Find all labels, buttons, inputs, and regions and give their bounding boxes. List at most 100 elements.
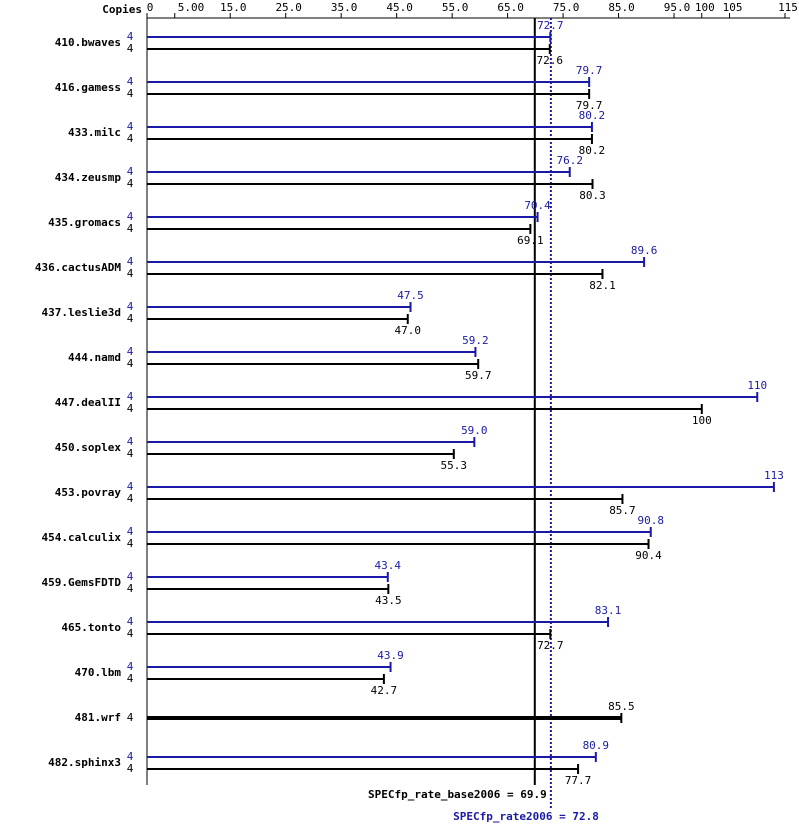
value-label: 89.6 bbox=[631, 244, 658, 257]
category-label: 470.lbm bbox=[75, 666, 122, 679]
value-label: 85.7 bbox=[609, 504, 636, 517]
copies-label: 4 bbox=[127, 537, 134, 550]
category-label: 410.bwaves bbox=[55, 36, 121, 49]
value-label: 70.4 bbox=[524, 199, 551, 212]
value-label: 80.2 bbox=[579, 144, 606, 157]
copies-label: 4 bbox=[127, 177, 134, 190]
x-tick-label: 85.0 bbox=[608, 1, 635, 14]
copies-label: 4 bbox=[127, 357, 134, 370]
category-label: 437.leslie3d bbox=[42, 306, 121, 319]
copies-label: 4 bbox=[127, 390, 134, 403]
value-label: 47.0 bbox=[394, 324, 421, 337]
value-label: 59.2 bbox=[462, 334, 489, 347]
copies-label: 4 bbox=[127, 30, 134, 43]
category-label: 454.calculix bbox=[42, 531, 122, 544]
copies-label: 4 bbox=[127, 711, 134, 724]
copies-label: 4 bbox=[127, 672, 134, 685]
copies-label: 4 bbox=[127, 345, 134, 358]
copies-label: 4 bbox=[127, 480, 134, 493]
x-tick-label: 95.0 bbox=[664, 1, 691, 14]
copies-label: 4 bbox=[127, 402, 134, 415]
copies-label: 4 bbox=[127, 570, 134, 583]
value-label: 72.6 bbox=[537, 54, 564, 67]
value-label: 79.7 bbox=[576, 99, 603, 112]
value-label: 85.5 bbox=[608, 700, 635, 713]
copies-header: Copies bbox=[102, 3, 142, 16]
x-tick-label: 105 bbox=[723, 1, 743, 14]
value-label: 76.2 bbox=[556, 154, 583, 167]
value-label: 110 bbox=[747, 379, 767, 392]
value-label: 113 bbox=[764, 469, 784, 482]
value-label: 82.1 bbox=[589, 279, 616, 292]
copies-label: 4 bbox=[127, 627, 134, 640]
value-label: 77.7 bbox=[565, 774, 592, 787]
x-tick-label: 75.0 bbox=[553, 1, 580, 14]
copies-label: 4 bbox=[127, 120, 134, 133]
category-label: 465.tonto bbox=[61, 621, 121, 634]
x-tick-label: 25.0 bbox=[275, 1, 302, 14]
x-tick-label: 45.0 bbox=[386, 1, 413, 14]
reference-label: SPECfp_rate_base2006 = 69.9 bbox=[368, 788, 547, 801]
value-label: 80.9 bbox=[583, 739, 610, 752]
value-label: 43.9 bbox=[377, 649, 404, 662]
value-label: 47.5 bbox=[397, 289, 424, 302]
x-tick-label: 65.0 bbox=[497, 1, 524, 14]
copies-label: 4 bbox=[127, 660, 134, 673]
x-tick-label: 35.0 bbox=[331, 1, 358, 14]
copies-label: 4 bbox=[127, 762, 134, 775]
x-tick-label: 0 bbox=[147, 1, 154, 14]
copies-label: 4 bbox=[127, 447, 134, 460]
copies-label: 4 bbox=[127, 210, 134, 223]
copies-label: 4 bbox=[127, 42, 134, 55]
x-tick-label: 15.0 bbox=[220, 1, 247, 14]
category-label: 453.povray bbox=[55, 486, 122, 499]
copies-label: 4 bbox=[127, 312, 134, 325]
copies-label: 4 bbox=[127, 255, 134, 268]
category-label: 482.sphinx3 bbox=[48, 756, 121, 769]
x-tick-label: 5.00 bbox=[178, 1, 205, 14]
copies-label: 4 bbox=[127, 267, 134, 280]
value-label: 90.4 bbox=[635, 549, 662, 562]
value-label: 69.1 bbox=[517, 234, 544, 247]
copies-label: 4 bbox=[127, 615, 134, 628]
copies-label: 4 bbox=[127, 165, 134, 178]
value-label: 43.5 bbox=[375, 594, 402, 607]
value-label: 90.8 bbox=[637, 514, 664, 527]
x-tick-label: 100 bbox=[695, 1, 715, 14]
copies-label: 4 bbox=[127, 75, 134, 88]
copies-label: 4 bbox=[127, 222, 134, 235]
category-label: 444.namd bbox=[68, 351, 121, 364]
copies-label: 4 bbox=[127, 750, 134, 763]
copies-label: 4 bbox=[127, 300, 134, 313]
value-label: 59.0 bbox=[461, 424, 488, 437]
copies-label: 4 bbox=[127, 435, 134, 448]
category-label: 416.gamess bbox=[55, 81, 121, 94]
copies-label: 4 bbox=[127, 525, 134, 538]
value-label: 42.7 bbox=[371, 684, 398, 697]
reference-label: SPECfp_rate2006 = 72.8 bbox=[453, 810, 599, 823]
value-label: 80.2 bbox=[579, 109, 606, 122]
value-label: 100 bbox=[692, 414, 712, 427]
copies-label: 4 bbox=[127, 132, 134, 145]
category-label: 434.zeusmp bbox=[55, 171, 122, 184]
value-label: 79.7 bbox=[576, 64, 603, 77]
value-label: 59.7 bbox=[465, 369, 492, 382]
category-label: 433.milc bbox=[68, 126, 121, 139]
copies-label: 4 bbox=[127, 87, 134, 100]
category-label: 481.wrf bbox=[75, 711, 121, 724]
x-tick-label: 55.0 bbox=[442, 1, 469, 14]
category-label: 435.gromacs bbox=[48, 216, 121, 229]
category-label: 436.cactusADM bbox=[35, 261, 121, 274]
value-label: 80.3 bbox=[579, 189, 606, 202]
category-label: 450.soplex bbox=[55, 441, 122, 454]
value-label: 55.3 bbox=[441, 459, 468, 472]
x-tick-label: 115 bbox=[778, 1, 798, 14]
category-label: 447.dealII bbox=[55, 396, 121, 409]
copies-label: 4 bbox=[127, 582, 134, 595]
value-label: 72.7 bbox=[537, 19, 564, 32]
category-label: 459.GemsFDTD bbox=[42, 576, 122, 589]
value-label: 83.1 bbox=[595, 604, 622, 617]
value-label: 72.7 bbox=[537, 639, 564, 652]
value-label: 43.4 bbox=[375, 559, 402, 572]
